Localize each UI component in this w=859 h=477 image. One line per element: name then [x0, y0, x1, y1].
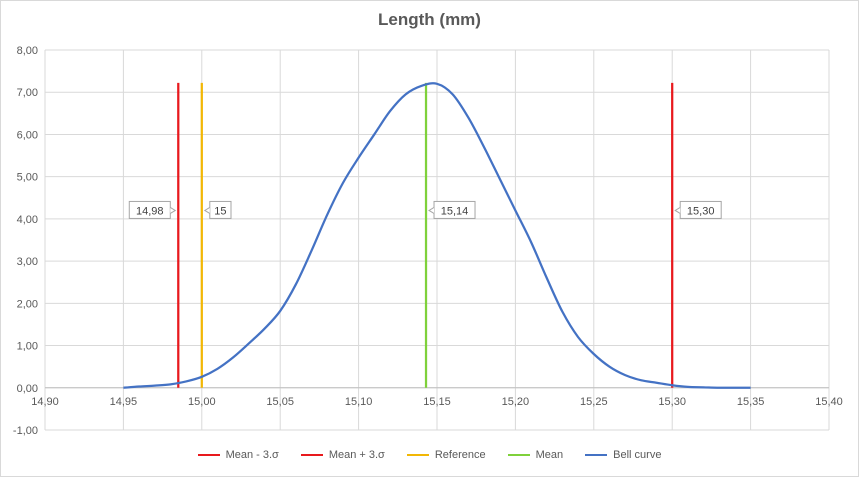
legend-swatch	[197, 454, 220, 456]
y-tick-label: 2,00	[17, 298, 38, 310]
legend-swatch	[507, 454, 530, 456]
data-label-1: 15,30	[674, 200, 722, 219]
y-tick-label: 0,00	[17, 383, 38, 395]
legend-item-0: Mean - 3.σ	[197, 449, 279, 461]
data-label-pointer	[203, 207, 211, 214]
x-tick-label: 15,10	[345, 396, 373, 408]
legend-item-3: Mean	[507, 449, 564, 461]
series-lines	[123, 82, 751, 389]
legend-swatch	[406, 454, 429, 456]
data-label-2: 15	[203, 200, 232, 219]
legend-label: Reference	[434, 449, 486, 461]
grid-lines	[44, 49, 830, 431]
x-tick-label: 14,95	[110, 396, 138, 408]
legend-label: Mean	[535, 449, 564, 461]
legend-item-2: Reference	[406, 449, 486, 461]
x-tick-label: 15,25	[580, 396, 608, 408]
chart-title: Length (mm)	[378, 10, 481, 29]
legend-swatch	[300, 454, 323, 456]
legend-label: Bell curve	[613, 449, 662, 461]
x-tick-label: 15,05	[266, 396, 294, 408]
data-label-text: 15,30	[687, 205, 715, 217]
x-tick-label: 15,00	[188, 396, 216, 408]
x-tick-label: 15,40	[815, 396, 843, 408]
series-bell-curve-4	[123, 82, 751, 389]
legend-swatch	[585, 454, 608, 456]
data-label-text: 15,14	[441, 205, 469, 217]
data-labels: 14,98 15,30 15 15,14	[128, 200, 722, 219]
y-tick-label: 8,00	[17, 45, 38, 57]
y-tick-label: 7,00	[17, 87, 38, 99]
legend-label: Mean + 3.σ	[328, 449, 385, 461]
legend-item-1: Mean + 3.σ	[300, 449, 385, 461]
data-label-3: 15,14	[428, 200, 476, 219]
y-tick-label: 6,00	[17, 129, 38, 141]
y-tick-label: 4,00	[17, 214, 38, 226]
x-tick-label: 15,30	[658, 396, 686, 408]
axes: -1,00 0,00 1,00 2,00 3,00 4,00 5,00 6,00 7,00 8,0…	[13, 45, 843, 437]
legend: Mean - 3.σ Mean + 3.σ Reference Mean Bell cu…	[0, 449, 859, 461]
data-label-pointer	[428, 207, 435, 214]
x-tick-label: 15,35	[737, 396, 765, 408]
x-tick-label: 14,90	[31, 396, 59, 408]
data-label-text: 15	[214, 205, 226, 217]
legend-item-4: Bell curve	[585, 449, 661, 461]
y-tick-label: 3,00	[17, 256, 38, 268]
legend-label: Mean - 3.σ	[225, 449, 279, 461]
x-tick-label: 15,15	[423, 396, 451, 408]
data-label-0: 14,98	[128, 200, 177, 219]
data-label-text: 14,98	[136, 205, 164, 217]
x-tick-label: 15,20	[502, 396, 530, 408]
y-tick-label: 5,00	[17, 172, 38, 184]
y-tick-label: 1,00	[17, 341, 38, 353]
y-tick-label: -1,00	[13, 425, 38, 437]
data-label-pointer	[170, 207, 177, 214]
data-label-pointer	[674, 207, 681, 214]
